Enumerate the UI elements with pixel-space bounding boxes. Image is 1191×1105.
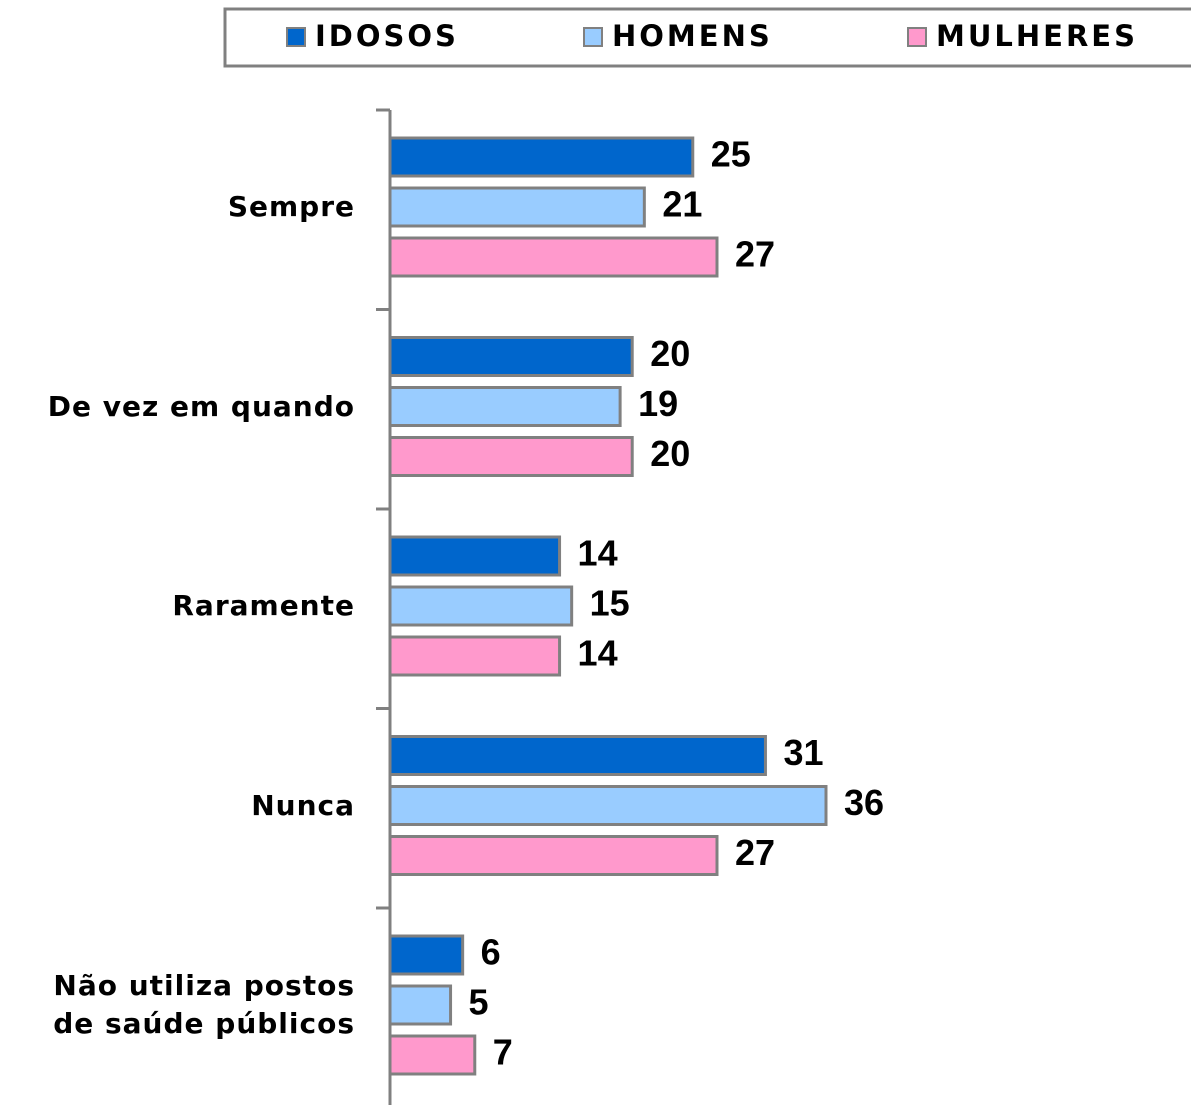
value-label: 20	[650, 433, 690, 474]
bar	[388, 436, 634, 477]
bar	[388, 535, 562, 577]
bar	[388, 585, 574, 627]
legend-label: HOMENS	[612, 19, 773, 53]
bar	[388, 336, 634, 377]
category-label: De vez em quando	[47, 389, 355, 423]
category-label: Sempre	[227, 190, 355, 223]
bar	[388, 735, 767, 776]
value-label: 36	[844, 782, 884, 823]
bar	[388, 984, 453, 1026]
legend-label: IDOSOS	[315, 19, 459, 53]
value-label: 15	[590, 583, 630, 624]
value-label: 5	[469, 982, 489, 1023]
value-label: 27	[735, 234, 775, 275]
bar	[388, 386, 622, 427]
category-label: Não utiliza postos de saúde públicos	[53, 969, 355, 1040]
legend-swatch	[907, 27, 927, 47]
value-label: 7	[493, 1032, 513, 1073]
value-label: 21	[662, 184, 702, 225]
bar	[388, 785, 828, 826]
value-label: 14	[578, 533, 618, 574]
value-label: 20	[650, 333, 690, 374]
legend-box	[223, 7, 1191, 68]
category-label: Nunca	[251, 788, 355, 822]
legend-swatch	[583, 27, 603, 47]
bar	[388, 186, 646, 228]
value-label: 19	[638, 383, 678, 424]
value-label: 25	[711, 134, 751, 175]
value-label: 27	[735, 832, 775, 873]
value-label: 6	[481, 932, 501, 973]
bar	[388, 1034, 477, 1076]
bar	[388, 635, 562, 677]
bar	[388, 934, 465, 976]
bar	[388, 136, 695, 178]
legend-swatch	[286, 27, 306, 47]
bar	[388, 236, 719, 278]
value-label: 14	[578, 633, 618, 674]
bar	[388, 835, 719, 876]
category-label: Raramente	[172, 589, 355, 622]
value-label: 31	[783, 732, 823, 773]
legend-label: MULHERES	[936, 19, 1138, 53]
